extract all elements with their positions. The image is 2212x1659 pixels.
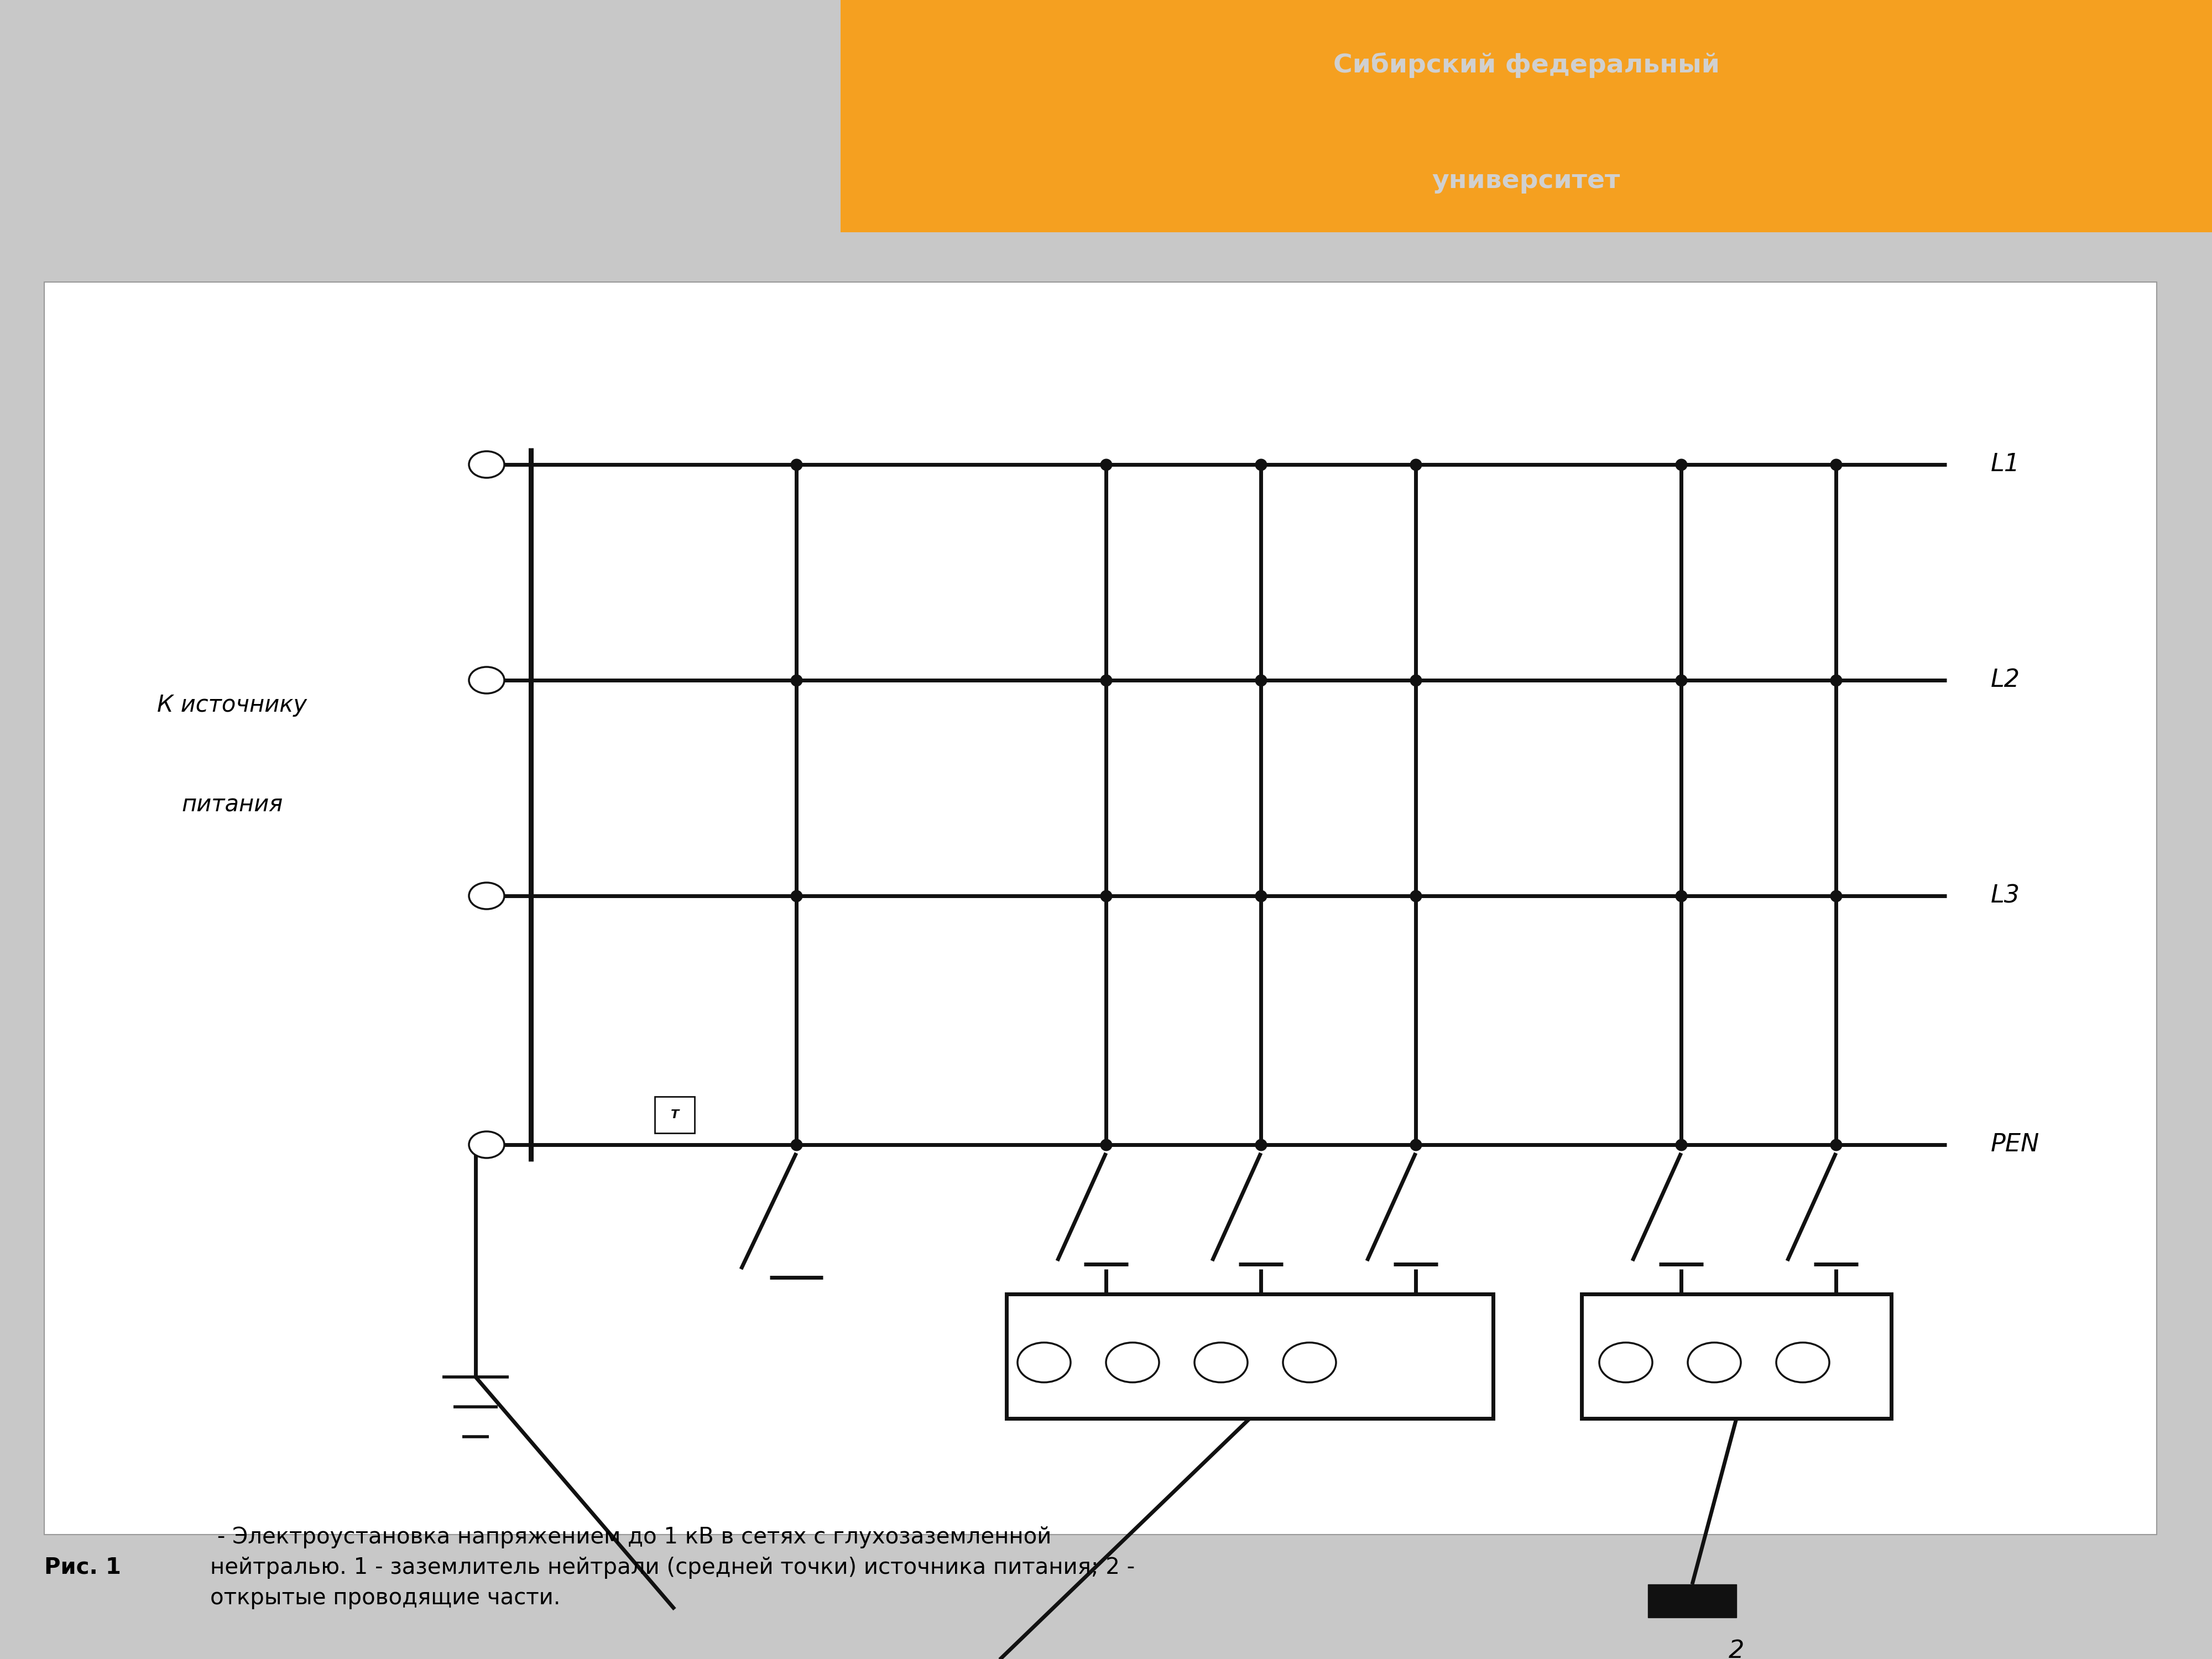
Circle shape <box>469 883 504 909</box>
Text: Сибирский федеральный: Сибирский федеральный <box>1334 51 1719 78</box>
Bar <box>44 282 2157 1535</box>
Point <box>1663 1131 1699 1158</box>
Bar <box>655 1097 695 1133</box>
Circle shape <box>469 451 504 478</box>
Point <box>1243 667 1279 693</box>
Text: PEN: PEN <box>1991 1133 2039 1156</box>
Point <box>1088 1131 1124 1158</box>
Text: L2: L2 <box>1991 669 2020 692</box>
Point <box>1818 451 1854 478</box>
Text: питания: питания <box>181 793 283 816</box>
Circle shape <box>1018 1342 1071 1382</box>
Point <box>779 451 814 478</box>
Point <box>1243 1131 1279 1158</box>
Point <box>1818 1131 1854 1158</box>
Text: К источнику: К источнику <box>157 693 307 717</box>
Point <box>1243 883 1279 909</box>
Point <box>1818 883 1854 909</box>
Text: университет: университет <box>1431 169 1621 194</box>
Bar <box>1582 1294 1891 1418</box>
Point <box>1088 667 1124 693</box>
Point <box>779 1131 814 1158</box>
Circle shape <box>1776 1342 1829 1382</box>
Text: Рис. 1: Рис. 1 <box>44 1556 122 1579</box>
Point <box>1398 1131 1433 1158</box>
Circle shape <box>1688 1342 1741 1382</box>
Point <box>1398 883 1433 909</box>
Point <box>1398 451 1433 478</box>
Circle shape <box>469 1131 504 1158</box>
Bar <box>841 0 2212 232</box>
Circle shape <box>1106 1342 1159 1382</box>
Point <box>1663 667 1699 693</box>
Text: L3: L3 <box>1991 884 2020 907</box>
Circle shape <box>1194 1342 1248 1382</box>
Circle shape <box>1283 1342 1336 1382</box>
Text: - Электроустановка напряжением до 1 кВ в сетях с глухозаземленной
нейтралью. 1 -: - Электроустановка напряжением до 1 кВ в… <box>210 1526 1135 1609</box>
Bar <box>1648 1584 1736 1618</box>
Circle shape <box>469 667 504 693</box>
Text: T: T <box>670 1110 679 1120</box>
Bar <box>1006 1294 1493 1418</box>
Text: L1: L1 <box>1991 453 2020 476</box>
Point <box>1088 451 1124 478</box>
Circle shape <box>1599 1342 1652 1382</box>
Point <box>1088 883 1124 909</box>
Point <box>1818 667 1854 693</box>
Point <box>1398 667 1433 693</box>
Point <box>779 667 814 693</box>
Text: 2: 2 <box>1728 1639 1745 1659</box>
Point <box>779 883 814 909</box>
Point <box>1663 451 1699 478</box>
Point <box>1243 451 1279 478</box>
Point <box>1663 883 1699 909</box>
